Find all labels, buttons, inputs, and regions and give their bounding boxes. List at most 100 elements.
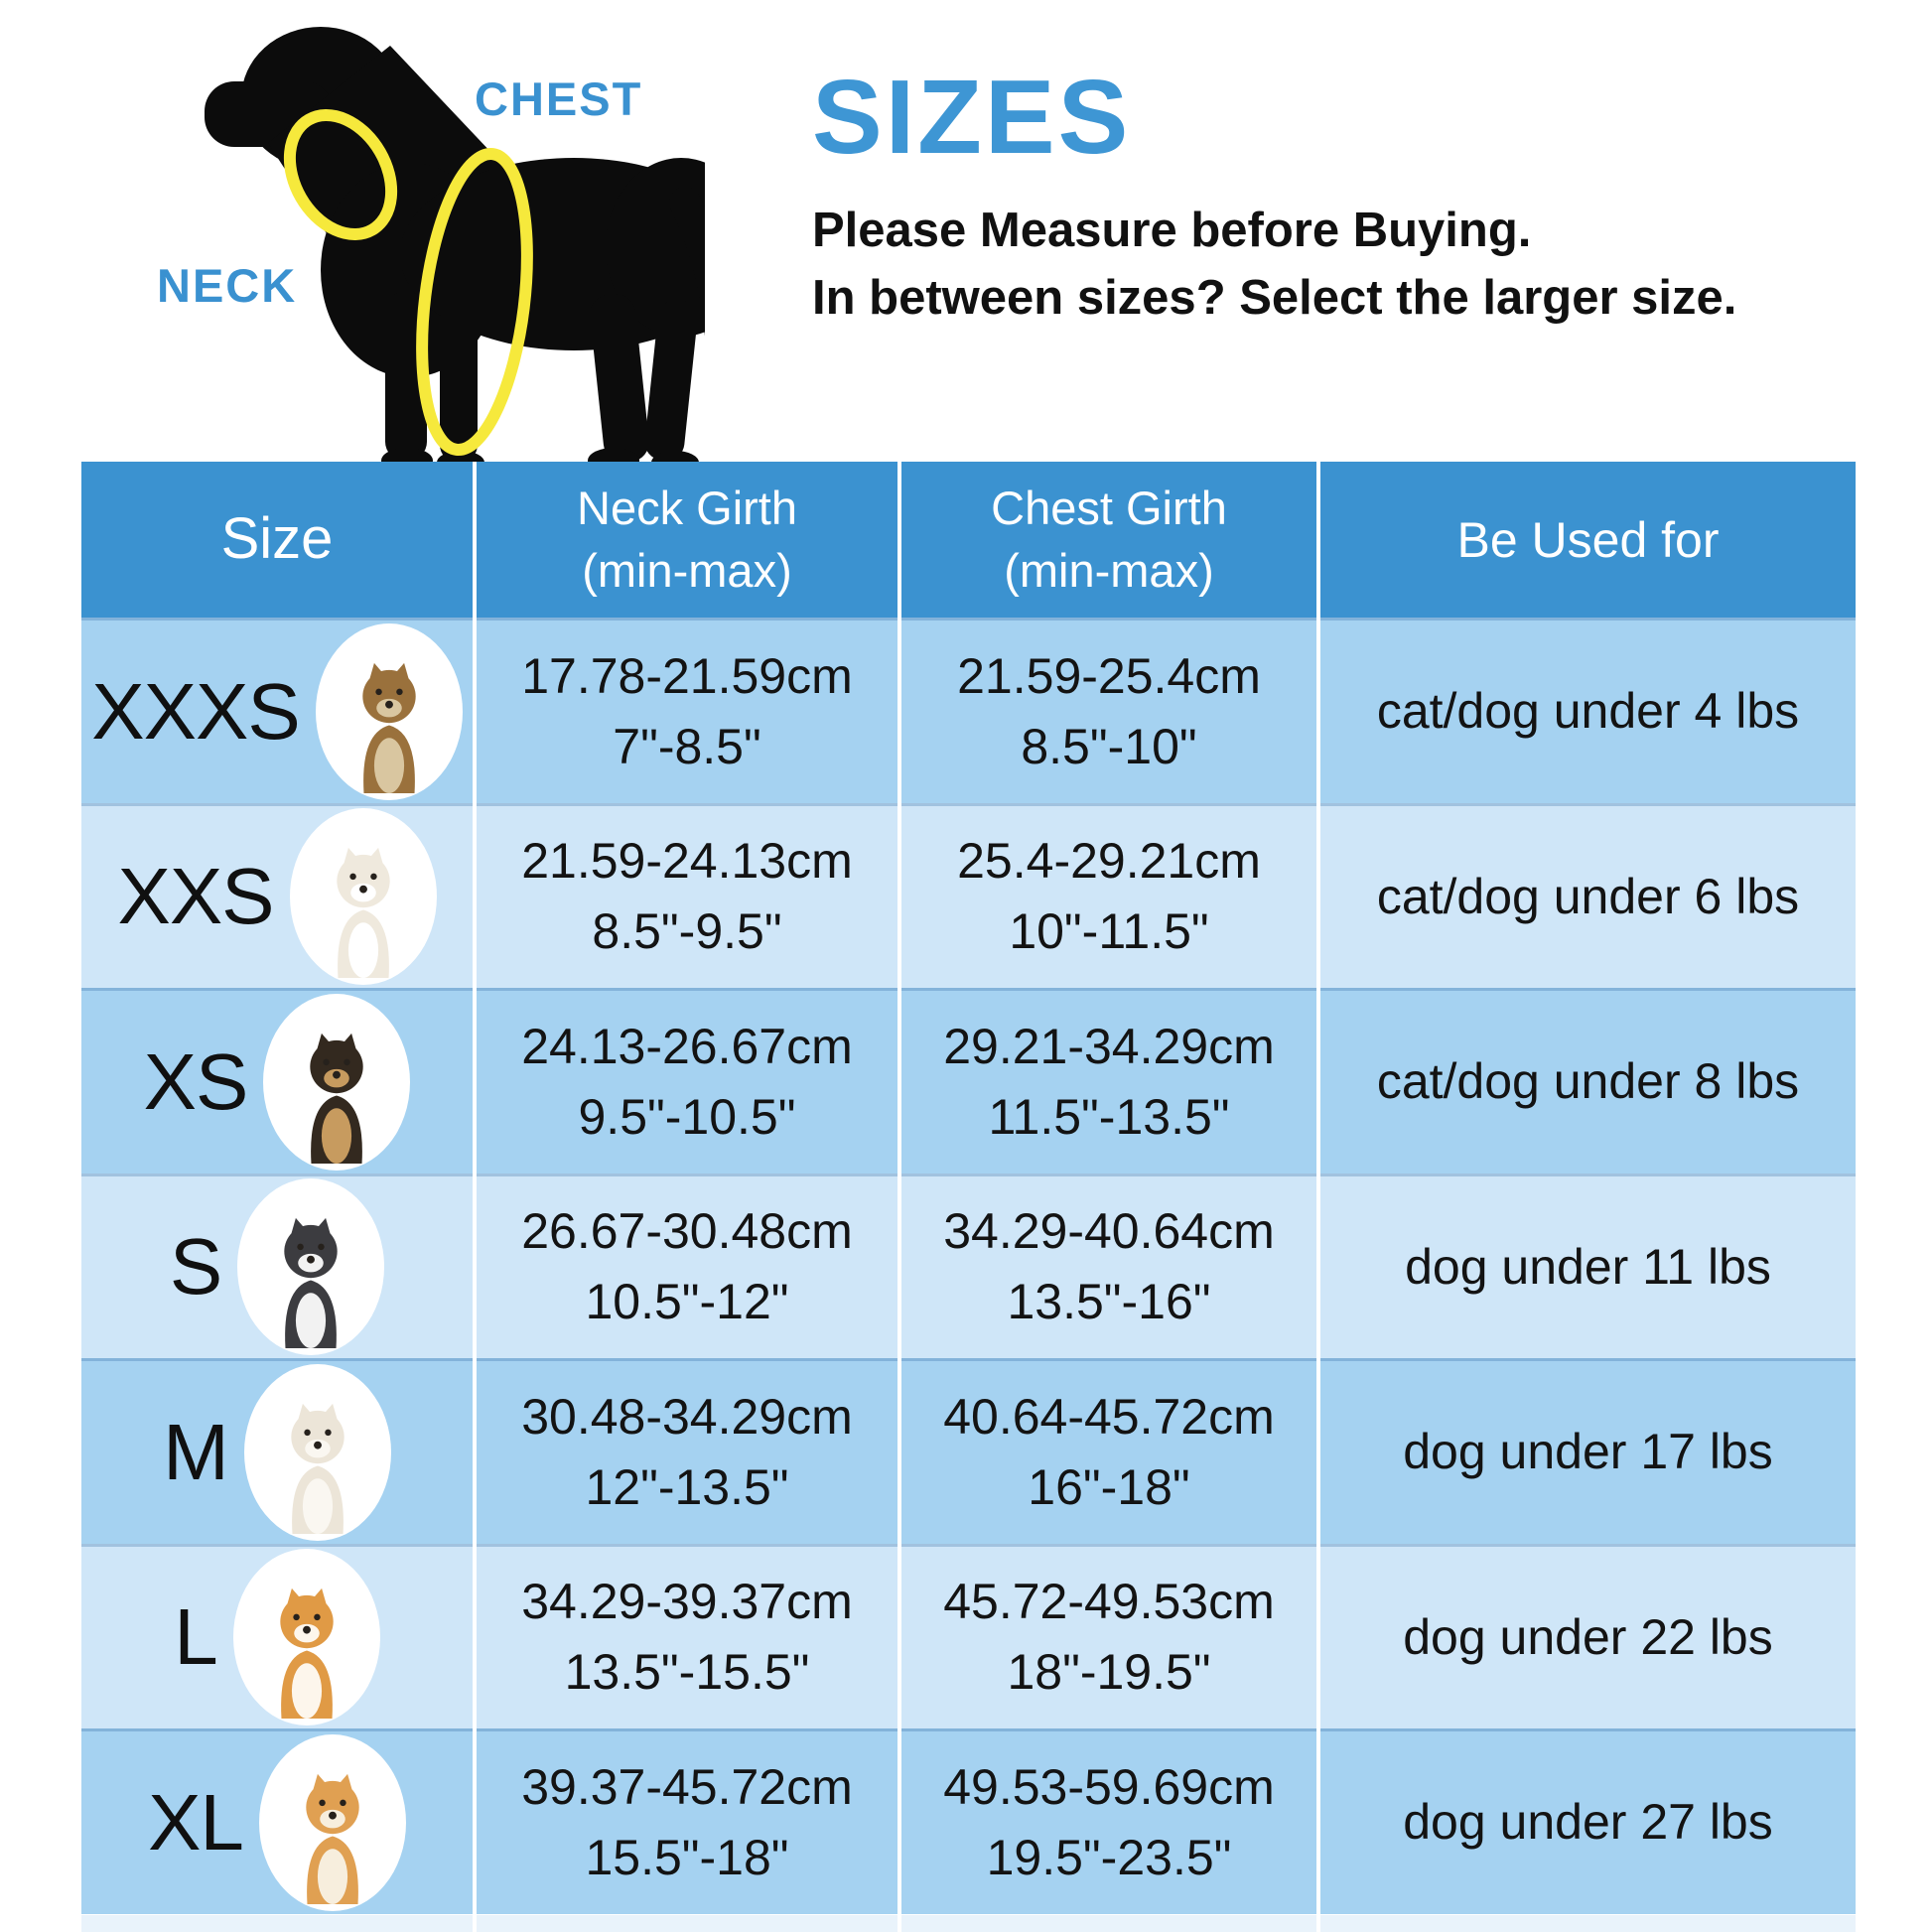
- neck-girth-cm: 24.13-26.67cm: [521, 1018, 853, 1074]
- used-for-text: cat/dog under 6 lbs: [1376, 868, 1800, 924]
- chest-girth-cm: 25.4-29.21cm: [957, 833, 1261, 890]
- column-header-chest-girth: Chest Girth (min-max): [901, 462, 1316, 618]
- used-for-cell: cat/dog under 8 lbs: [1320, 988, 1856, 1173]
- dog-photo-icon: [362, 662, 416, 793]
- cutoff-cell: [477, 1915, 897, 1932]
- size-cell: XXS: [81, 802, 473, 988]
- size-label: XXXS: [91, 666, 300, 756]
- size-label: L: [174, 1592, 217, 1682]
- neck-girth-cell: 26.67-30.48cm 10.5"-12": [477, 1173, 897, 1358]
- dog-silhouette-graphic: NECK CHEST: [157, 27, 757, 475]
- size-cell: M: [81, 1358, 473, 1544]
- chest-girth-cm: 49.53-59.69cm: [943, 1758, 1275, 1815]
- neck-girth-in: 12"-13.5": [585, 1458, 789, 1515]
- dog-photo-icon: [280, 1588, 334, 1720]
- column-header-label: Size: [220, 506, 334, 572]
- size-cell: S: [81, 1173, 473, 1358]
- chest-girth-cell: 34.29-40.64cm 13.5"-16": [901, 1173, 1316, 1358]
- chest-girth-cell: 49.53-59.69cm 19.5"-23.5": [901, 1728, 1316, 1914]
- chest-girth-cm: 29.21-34.29cm: [943, 1018, 1275, 1074]
- cutoff-cell: [81, 1915, 473, 1932]
- used-for-text: cat/dog under 4 lbs: [1376, 683, 1800, 740]
- neck-girth-cell: 34.29-39.37cm 13.5"-15.5": [477, 1543, 897, 1728]
- neck-girth-cm: 26.67-30.48cm: [521, 1203, 853, 1260]
- dog-photo: [263, 993, 411, 1171]
- used-for-cell: cat/dog under 6 lbs: [1320, 802, 1856, 988]
- neck-girth-cell: 17.78-21.59cm 7"-8.5": [477, 618, 897, 803]
- size-table: Size Neck Girth (min-max) Chest Girth (m…: [81, 462, 1856, 1914]
- chest-girth-cm: 40.64-45.72cm: [943, 1388, 1275, 1445]
- neck-girth-cm: 30.48-34.29cm: [521, 1388, 853, 1445]
- chest-girth-cm: 34.29-40.64cm: [943, 1203, 1275, 1260]
- size-advice-note: In between sizes? Select the larger size…: [812, 271, 1737, 325]
- neck-girth-cell: 30.48-34.29cm 12"-13.5": [477, 1358, 897, 1544]
- dog-photo: [237, 1178, 385, 1356]
- dog-photo: [258, 1733, 406, 1911]
- neck-girth-in: 15.5"-18": [585, 1829, 789, 1885]
- used-for-cell: dog under 17 lbs: [1320, 1358, 1856, 1544]
- size-label: S: [169, 1222, 222, 1311]
- dog-photo: [232, 1549, 380, 1726]
- dog-photo: [243, 1363, 391, 1541]
- size-label: XXS: [117, 852, 274, 941]
- dog-silhouette: [205, 27, 757, 475]
- used-for-text: dog under 17 lbs: [1403, 1424, 1773, 1480]
- chest-girth-cm: 45.72-49.53cm: [943, 1574, 1275, 1630]
- neck-girth-ring: [283, 108, 398, 241]
- measure-note: Please Measure before Buying.: [812, 204, 1532, 257]
- column-header-label: Chest Girth: [991, 482, 1227, 535]
- chest-girth-in: 18"-19.5": [1007, 1644, 1211, 1701]
- size-label: XS: [143, 1036, 249, 1126]
- table-bottom-cutoff-strip: [81, 1915, 1856, 1932]
- chest-girth-in: 13.5"-16": [1007, 1274, 1211, 1330]
- chest-girth-cm: 21.59-25.4cm: [957, 647, 1261, 704]
- used-for-text: dog under 22 lbs: [1403, 1608, 1773, 1665]
- size-cell: XS: [81, 988, 473, 1173]
- chest-girth-cell: 21.59-25.4cm 8.5"-10": [901, 618, 1316, 803]
- chest-girth-cell: 29.21-34.29cm 11.5"-13.5": [901, 988, 1316, 1173]
- chest-girth-cell: 25.4-29.21cm 10"-11.5": [901, 802, 1316, 988]
- dog-photo-icon: [336, 848, 390, 979]
- size-label: M: [163, 1407, 229, 1496]
- used-for-cell: dog under 22 lbs: [1320, 1543, 1856, 1728]
- neck-girth-cell: 24.13-26.67cm 9.5"-10.5": [477, 988, 897, 1173]
- neck-girth-in: 8.5"-9.5": [592, 903, 782, 960]
- chest-girth-cell: 40.64-45.72cm 16"-18": [901, 1358, 1316, 1544]
- neck-girth-in: 13.5"-15.5": [564, 1644, 810, 1701]
- column-header-sublabel: (min-max): [582, 543, 792, 597]
- chest-girth-in: 10"-11.5": [1009, 903, 1209, 960]
- dog-photo-icon: [284, 1218, 338, 1349]
- column-header-label: Neck Girth: [577, 482, 797, 535]
- cutoff-cell: [1320, 1915, 1856, 1932]
- neck-girth-cell: 21.59-24.13cm 8.5"-9.5": [477, 802, 897, 988]
- neck-girth-cell: 39.37-45.72cm 15.5"-18": [477, 1728, 897, 1914]
- neck-girth-cm: 34.29-39.37cm: [521, 1574, 853, 1630]
- dog-photo-icon: [306, 1773, 359, 1904]
- size-cell: L: [81, 1543, 473, 1728]
- column-header-neck-girth: Neck Girth (min-max): [477, 462, 897, 618]
- dog-photo-icon: [291, 1403, 345, 1534]
- used-for-cell: dog under 27 lbs: [1320, 1728, 1856, 1914]
- used-for-text: dog under 11 lbs: [1405, 1238, 1771, 1295]
- cutoff-cell: [901, 1915, 1316, 1932]
- dog-photo: [289, 808, 437, 986]
- column-header-sublabel: (min-max): [1004, 543, 1214, 597]
- column-header-used-for: Be Used for: [1320, 462, 1856, 618]
- neck-girth-cm: 17.78-21.59cm: [521, 647, 853, 704]
- used-for-text: dog under 27 lbs: [1403, 1794, 1773, 1851]
- chest-girth-in: 19.5"-23.5": [986, 1829, 1232, 1885]
- column-header-size: Size: [81, 462, 473, 618]
- used-for-cell: dog under 11 lbs: [1320, 1173, 1856, 1358]
- chest-girth-in: 16"-18": [1028, 1458, 1190, 1515]
- neck-girth-in: 9.5"-10.5": [578, 1088, 796, 1145]
- dog-photo-icon: [310, 1033, 364, 1164]
- chest-girth-ring: [416, 147, 533, 457]
- neck-girth-cm: 21.59-24.13cm: [521, 833, 853, 890]
- page-title: SIZES: [812, 59, 1132, 176]
- neck-girth-in: 10.5"-12": [585, 1274, 789, 1330]
- neck-girth-in: 7"-8.5": [613, 718, 761, 774]
- column-header-label: Be Used for: [1456, 511, 1720, 568]
- dog-photo: [315, 622, 463, 800]
- neck-label: NECK: [157, 259, 297, 312]
